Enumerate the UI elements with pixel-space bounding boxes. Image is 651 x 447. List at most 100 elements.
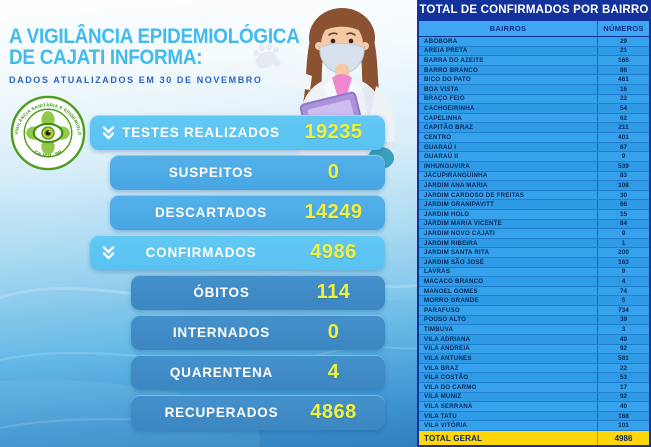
table-column-headers: BAIRROS NÚMEROS [419, 21, 649, 37]
bairro-name: BRAÇO FEIO [424, 95, 465, 103]
total-value: 4986 [597, 431, 649, 445]
table-row: VILA COSTÃO 53 [419, 373, 649, 383]
table-row: JACUPIRANGUINHA 83 [419, 171, 649, 182]
page-title-line2: DE CAJATI INFORMA: [9, 46, 203, 69]
table-row: VILA ANDRÉIA 92 [419, 344, 649, 355]
bairro-count: 92 [597, 344, 649, 354]
bairro-name: MANOEL GOMES [424, 287, 478, 295]
bairro-name: BOA VISTA [424, 85, 459, 93]
table-row: BARRO BRANCO 86 [419, 65, 649, 76]
bairro-count: 84 [597, 219, 649, 229]
bairro-count: 62 [597, 113, 649, 123]
bairro-count: 4 [597, 277, 649, 286]
column-header-bairros: BAIRROS [489, 24, 527, 33]
stat-label: TESTES REALIZADOS [122, 125, 280, 140]
bairro-count: 1 [597, 238, 649, 248]
table-row: BOA VISTA 16 [419, 85, 649, 95]
bairro-count: 108 [597, 181, 649, 190]
bairro-count: 53 [597, 373, 649, 382]
bairro-name: VILA ANDRÉIA [424, 345, 470, 353]
bairro-name: BARRO BRANCO [424, 66, 478, 74]
bairro-name: VILA SERRANA [424, 402, 473, 410]
stat-value: 4986 [310, 241, 357, 263]
table-row: CENTRO 401 [419, 133, 649, 143]
bairro-name: JARDIM SANTA RITA [424, 249, 490, 257]
bairro-name: ABÓBORA [424, 37, 458, 45]
table-row: JARDIM ANA MARIA 108 [419, 181, 649, 191]
stat-row-internados: INTERNADOS 0 [131, 315, 385, 350]
stat-row-recuperados: RECUPERADOS 4868 [131, 395, 385, 430]
bairro-count: 200 [597, 248, 649, 258]
bairro-count: 86 [597, 65, 649, 75]
bairro-name: MORRO GRANDE [424, 297, 479, 305]
stat-value: 0 [327, 321, 340, 343]
updated-date-subtitle: DADOS ATUALIZADOS EM 30 DE NOVEMBRO [9, 75, 263, 85]
bairro-count: 3 [597, 325, 649, 334]
bairro-name: VILA BRAZ [424, 364, 459, 372]
stat-value: 4868 [310, 401, 357, 423]
bairro-name: JARDIM MARIA VICENTE [424, 220, 503, 228]
bairro-name: BARRA DO AZEITE [424, 57, 484, 65]
bairro-name: VILA VITÓRIA [424, 422, 468, 430]
bairro-name: JARDIM SÃO JOSÉ [424, 258, 485, 266]
bulletin-header: A VIGILÂNCIA EPIDEMIOLÓGICA DE CAJATI IN… [9, 26, 309, 85]
table-row: JARDIM HOLD 15 [419, 209, 649, 220]
table-row: JARDIM SÃO JOSÉ 163 [419, 258, 649, 268]
stats-list: TESTES REALIZADOS 19235 SUSPEITOS 0 DESCARTA… [0, 115, 385, 435]
bairro-name: VILA TATU [424, 412, 457, 420]
table-row: VILA SERRANA 40 [419, 402, 649, 412]
table-row: GUARAÚ II 9 [419, 152, 649, 162]
table-total-row: TOTAL GERAL 4986 [419, 431, 649, 445]
page-title-line1: A VIGILÂNCIA EPIDEMIOLÓGICA [9, 25, 300, 48]
bairro-name: LAVRAS [424, 268, 451, 276]
bairro-count: 168 [597, 411, 649, 421]
bairro-table: TOTAL DE CONFIRMADOS POR BAIRRO BAIRROS … [417, 0, 651, 447]
table-row: VILA TATU 168 [419, 411, 649, 422]
table-row: MORRO GRANDE 5 [419, 296, 649, 307]
bairro-name: JARDIM HOLD [424, 210, 470, 218]
table-row: CAPELINHA 62 [419, 113, 649, 124]
table-row: VILA BRAZ 22 [419, 363, 649, 374]
bairro-count: 539 [597, 161, 649, 171]
bairro-name: JARDIM NOVO CAJATI [424, 229, 495, 237]
bairro-name: JARDIM GRANIPAVITT [424, 201, 495, 209]
bairro-name: VILA DO CARMO [424, 383, 477, 391]
stat-label: RECUPERADOS [164, 405, 279, 420]
table-row: TIMBUVA 3 [419, 325, 649, 335]
table-row: VILA MUNIZ 92 [419, 392, 649, 403]
bairro-name: CACHOEIRINHA [424, 105, 475, 113]
bairro-count: 29 [597, 37, 649, 46]
bairro-name: BICO DO PATO [424, 76, 471, 84]
stat-label: QUARENTENA [169, 365, 274, 380]
bairro-count: 66 [597, 200, 649, 209]
bairro-count: 734 [597, 306, 649, 315]
table-row: CAPITÃO BRAZ 211 [419, 123, 649, 134]
bairro-name: POUSO ALTO [424, 316, 467, 324]
table-row: JARDIM RIBEIRA 1 [419, 238, 649, 249]
table-row: JARDIM GRANIPAVITT 66 [419, 200, 649, 210]
table-row: JARDIM MARIA VICENTE 84 [419, 219, 649, 230]
total-label: TOTAL GERAL [424, 433, 483, 443]
table-row: LAVRAS 9 [419, 267, 649, 278]
bairro-name: TIMBUVA [424, 326, 454, 334]
table-row: INHUNGUVIRA 539 [419, 161, 649, 172]
table-row: AREIA PRETA 21 [419, 46, 649, 57]
stat-row-testes-realizados: TESTES REALIZADOS 19235 [90, 115, 385, 150]
stats-panel: VIGILÂNCIA SANITÁRIA E EPIDEMIOLÓGICA CA… [0, 0, 417, 447]
bairro-name: CAPELINHA [424, 114, 462, 122]
bairro-name: JARDIM ANA MARIA [424, 181, 488, 189]
bairro-name: CAPITÃO BRAZ [424, 124, 474, 132]
bairro-name: VILA ADRIANA [424, 335, 471, 343]
bairro-name: CENTRO [424, 133, 452, 141]
table-row: BARRA DO AZEITE 166 [419, 56, 649, 66]
stat-label: INTERNADOS [172, 325, 271, 340]
bairro-name: JARDIM CARDOSO DE FREITAS [424, 191, 525, 199]
bairro-name: GUARAÚ II [424, 153, 459, 161]
table-row: MACACO BRANCO 4 [419, 277, 649, 287]
table-row: JARDIM NOVO CAJATI 9 [419, 229, 649, 239]
table-row: VILA DO CARMO 17 [419, 382, 649, 393]
stat-value: 19235 [304, 121, 363, 143]
table-row: VILA VITÓRIA 101 [419, 421, 649, 431]
table-row: ABÓBORA 29 [419, 37, 649, 47]
stat-value: 4 [327, 361, 340, 383]
